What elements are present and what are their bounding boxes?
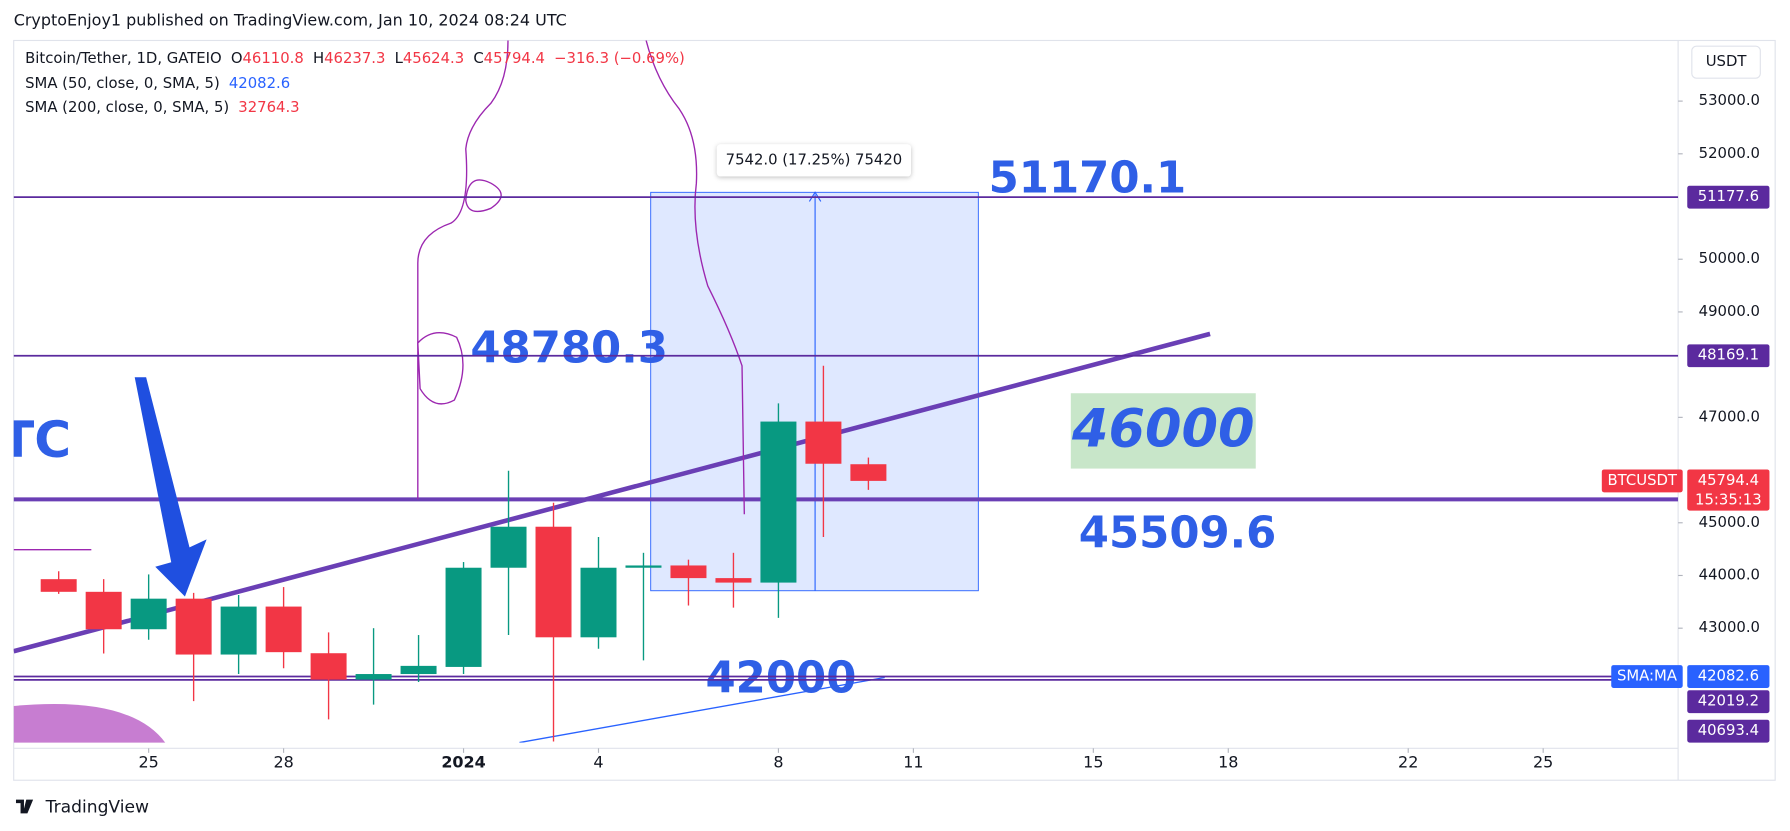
y-tick-label: 45000.0 [1699,514,1760,531]
indicator-value-text: 32764.3 [238,99,299,116]
indicator-name: SMA (200, close, 0, SMA, 5) [25,99,229,116]
candle-body [715,578,752,583]
candle-body [130,598,167,630]
candle-body [670,565,707,579]
legend-letter: O [231,50,243,67]
x-tick-label: 8 [773,753,783,772]
legend-value: 46237.3 [324,50,385,67]
annotation: 51170.1 [989,153,1187,203]
indicator-value-text: 42082.6 [229,75,290,92]
candle-body [355,674,392,680]
legend-indicator: SMA (200, close, 0, SMA, 5) 32764.3 [25,99,300,116]
candle-body [85,591,122,630]
x-tick-label: 15 [1083,753,1103,772]
chart-frame [13,39,1776,781]
trend-line [13,331,1211,654]
candle-body [175,598,212,655]
legend-value: 45624.3 [403,50,464,67]
price-label: 42019.2 [1698,693,1759,710]
candle-body [310,653,347,680]
indicator-name: SMA (50, close, 0, SMA, 5) [25,75,220,92]
legend-symbol: Bitcoin/Tether, 1D, GATEIO [25,50,222,67]
candle-body [265,606,302,653]
candle-body [490,526,527,568]
header: CryptoEnjoy1 published on TradingView.co… [14,11,567,30]
price-label-box [1687,185,1770,209]
price-label: 42082.6 [1698,668,1759,685]
x-tick-label: 25 [1533,753,1553,772]
candle-body [220,606,257,655]
candle-body [760,421,797,583]
candle-body [535,526,572,638]
countdown-label: 15:35:13 [1695,491,1762,508]
plot-area: 51170.1 48780.3 46000 45509.6 42000 TC [0,40,1679,743]
measure-text: 7542.0 (17.25%) 75420 [726,151,903,168]
x-tick-label: 11 [903,753,923,772]
x-tick-label: 2024 [441,753,485,772]
legend-value: 45794.4 [484,50,545,67]
y-tick-label: 44000.0 [1699,566,1760,583]
annotation-box [1070,393,1256,469]
small-trend-line [519,676,885,743]
price-label-name-box [1601,469,1683,493]
legend-indicator: SMA (50, close, 0, SMA, 5) 42082.6 [25,75,290,92]
x-tick-label: 25 [138,753,158,772]
y-tick-label: 52000.0 [1699,145,1760,162]
measure-tooltip [716,144,911,177]
annotation: TC [0,410,71,469]
annotation: 45509.6 [1079,508,1277,558]
annotation: 46000 [1071,399,1255,460]
candle-body [445,567,482,667]
x-tick-label: 4 [593,753,603,772]
candle-body [580,567,617,638]
price-label-name: BTCUSDT [1608,472,1678,489]
price-label-name-box [1611,665,1683,688]
price-label-box [1687,344,1770,368]
price-label: 51177.6 [1698,188,1759,205]
legend-value: 46110.8 [243,50,304,67]
x-tick-label: 22 [1398,753,1418,772]
y-tick-label: 43000.0 [1699,619,1760,636]
price-label-name: SMA:MA [1617,668,1678,685]
y-tick-label: 49000.0 [1699,303,1760,320]
y-tick-label: 53000.0 [1699,92,1760,109]
candle-body [805,421,842,464]
price-label-box [1687,719,1770,743]
logo-icon [15,799,34,814]
x-tick-label: 18 [1218,753,1238,772]
candle-body [400,665,437,675]
legend-letter: H [313,50,324,67]
freehand-loop [465,179,502,213]
y-tick-label: 47000.0 [1699,408,1760,425]
legend-letter: L [395,50,404,67]
freehand-loop [417,332,464,405]
price-label: 45794.4 [1698,472,1759,489]
annotation: 42000 [705,653,856,703]
candle-body [625,565,662,568]
price-label: 48169.1 [1698,347,1759,364]
freehand-curve [645,40,745,515]
legend-ohlc: Bitcoin/Tether, 1D, GATEIO O46110.8 H46237… [25,50,685,67]
ma-badge-shape [13,704,166,743]
price-label-box [1687,469,1770,511]
currency-label[interactable]: USDT [1706,53,1748,70]
arrow-annotation [134,377,207,597]
measure-arrowhead [808,191,822,202]
freehand-curve [417,40,509,500]
y-tick-label: 50000.0 [1699,250,1760,267]
price-label: 40693.4 [1698,722,1759,739]
annotation: 48780.3 [470,324,668,374]
legend-letter: C [473,50,483,67]
price-label-box [1687,665,1770,688]
candle-body [40,579,77,592]
x-tick-label: 28 [273,753,293,772]
price-label-box [1687,690,1770,714]
candle-body [850,464,887,481]
legend-change: −316.3 (−0.69%) [554,50,685,67]
currency-button[interactable] [1691,45,1761,79]
footer-logo[interactable]: TradingView [45,798,149,818]
